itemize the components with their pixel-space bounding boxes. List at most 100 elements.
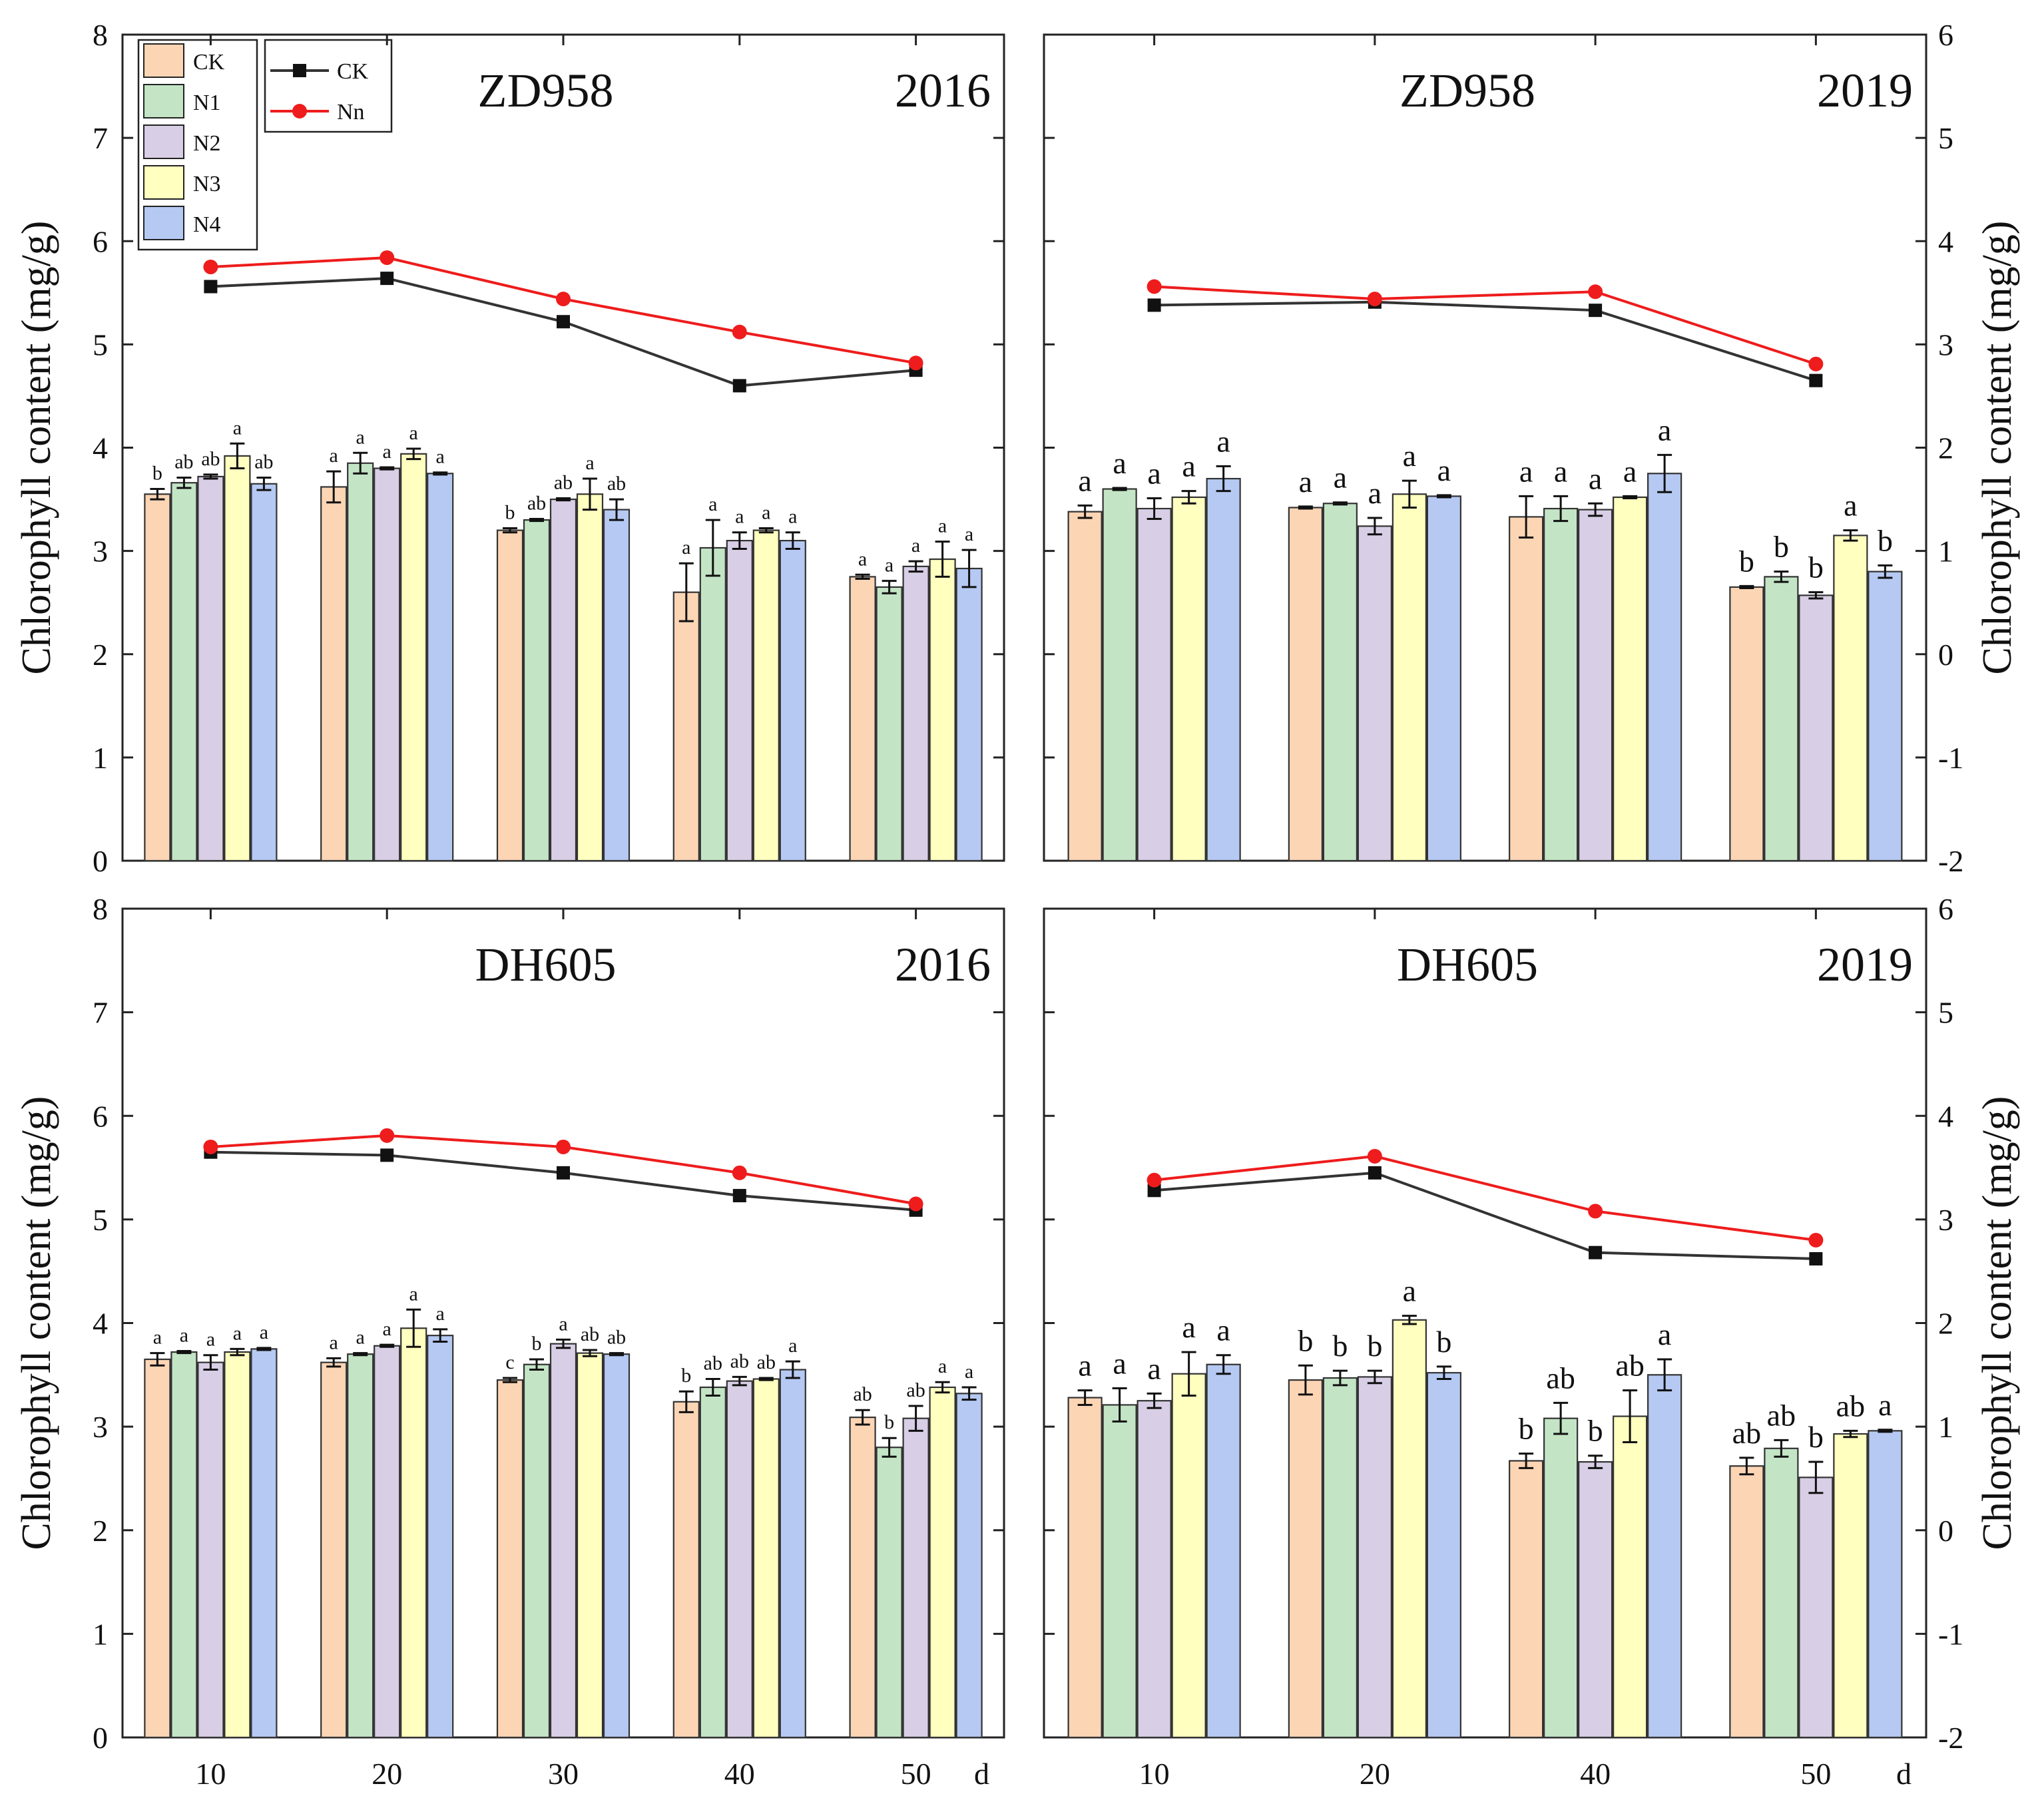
marker-ck [732, 379, 746, 393]
bar-n4 [955, 1393, 983, 1739]
bar-n2 [1357, 525, 1392, 862]
significance-letter: a [1147, 457, 1160, 491]
significance-letter: a [788, 1335, 797, 1357]
significance-letter: a [1147, 1351, 1160, 1385]
bar-ck [320, 486, 348, 862]
bar-n3 [224, 455, 251, 862]
significance-letter: a [180, 1325, 188, 1347]
y-tick-label: 4 [93, 431, 108, 465]
bar-n1 [876, 1447, 903, 1739]
significance-letter: ab [853, 1383, 872, 1405]
panel-zd958-2019: -2 -1 0 1 2 3 4 5 6 Chlorophyll content (mg/g) ZD9… [1043, 18, 2020, 878]
bar-n2 [549, 1343, 577, 1739]
bar-n4 [1647, 1374, 1682, 1739]
legend-swatch-n1 [143, 84, 184, 118]
right-y-axis-label: Chlorophyll content (mg/g) [1975, 1096, 2020, 1550]
significance-letter: a [233, 417, 242, 439]
significance-letter: b [1808, 1420, 1824, 1454]
bar-ck [1729, 586, 1764, 862]
significance-letter: a [1368, 476, 1382, 510]
significance-letter: a [436, 1303, 445, 1325]
right-y-tick-label: 2 [1938, 431, 1953, 465]
significance-letter: a [735, 506, 744, 528]
bar-n4 [1647, 473, 1682, 862]
marker-ck [557, 315, 570, 329]
significance-letter: a [1519, 454, 1533, 488]
right-y-tick-label: 2 [1938, 1307, 1953, 1341]
marker-ck [1147, 1184, 1161, 1198]
bar-ck [144, 1358, 171, 1739]
panel-title: ZD958 [478, 64, 614, 117]
marker-ck [380, 272, 394, 286]
right-y-tick-label: 3 [1938, 1203, 1953, 1237]
marker-nn [1147, 279, 1162, 294]
significance-letter: b [1367, 1329, 1382, 1363]
y-tick-label: 4 [93, 1307, 108, 1341]
bar-n1 [699, 547, 726, 862]
bar-n3 [576, 493, 604, 862]
marker-nn [1588, 1204, 1603, 1219]
significance-letter: a [1216, 424, 1230, 458]
bar-n2 [902, 565, 929, 862]
bar-n1 [1102, 1404, 1137, 1739]
significance-letter: a [1658, 1317, 1671, 1351]
bar-ck [496, 1379, 524, 1739]
line-ck [1154, 1171, 1816, 1261]
y-tick-label: 7 [93, 121, 108, 155]
significance-letter: a [330, 445, 338, 467]
significance-letter: a [965, 1361, 973, 1383]
significance-letter: a [409, 422, 418, 444]
bar-n2 [1357, 1376, 1392, 1739]
bar-n3 [929, 1386, 956, 1739]
y-tick-label: 6 [93, 1099, 108, 1133]
significance-letter: ab [730, 1350, 749, 1372]
bar-n4 [1206, 1363, 1241, 1739]
panel-year: 2016 [895, 64, 991, 117]
legend-line-label-ck: CK [337, 59, 369, 84]
significance-letter: a [383, 441, 391, 463]
significance-letter: ab [1546, 1361, 1575, 1395]
y-tick-label: 3 [93, 535, 108, 568]
y-axis-label: Chlorophyll content (mg/g) [14, 1096, 59, 1550]
significance-letter: a [1113, 1347, 1126, 1381]
right-y-tick-label: -2 [1938, 1721, 1963, 1755]
marker-nn [732, 324, 747, 339]
bar-n3 [929, 558, 956, 862]
significance-letter: a [1403, 1274, 1416, 1308]
significance-letter: a [436, 446, 445, 468]
bar-n1 [523, 519, 551, 862]
legend-box-bars [137, 39, 258, 251]
marker-nn [556, 1139, 571, 1154]
significance-letter: a [409, 1283, 418, 1305]
significance-letter: ab [906, 1379, 925, 1401]
bar-n1 [1764, 576, 1799, 862]
x-tick-label: 50 [901, 1757, 931, 1791]
y-axis-label: Chlorophyll content (mg/g) [14, 221, 59, 675]
right-y-tick-label: -2 [1938, 844, 1963, 878]
panel-zd958-2016: 0 1 2 3 4 5 6 7 8 Chlorophyll content (mg/g) ZD958… [14, 18, 1005, 878]
significance-letter: a [356, 1327, 365, 1349]
bar-n2 [374, 467, 401, 862]
significance-letter: ab [1836, 1389, 1865, 1423]
panel-title: DH605 [1397, 938, 1538, 991]
significance-letter: a [383, 1318, 391, 1340]
x-tick-label: 10 [1139, 1757, 1170, 1791]
significance-letter: c [505, 1351, 514, 1373]
bar-n1 [876, 586, 903, 862]
significance-letter: a [1403, 439, 1416, 473]
bar-n1 [1543, 507, 1579, 862]
bar-n4 [1868, 1430, 1903, 1739]
bar-ck [1067, 1397, 1103, 1739]
x-unit-label: d [974, 1757, 989, 1791]
line-ck [1154, 300, 1816, 382]
significance-letter: a [260, 1321, 268, 1343]
marker-nn [203, 260, 218, 275]
bar-n1 [699, 1386, 726, 1739]
significance-letter: b [1774, 530, 1789, 564]
significance-letter: a [1623, 454, 1637, 488]
bar-n3 [1392, 493, 1427, 862]
bar-ck [144, 493, 171, 862]
bar-n2 [902, 1417, 929, 1739]
panel-year: 2016 [895, 938, 991, 991]
bar-n3 [1833, 535, 1868, 862]
